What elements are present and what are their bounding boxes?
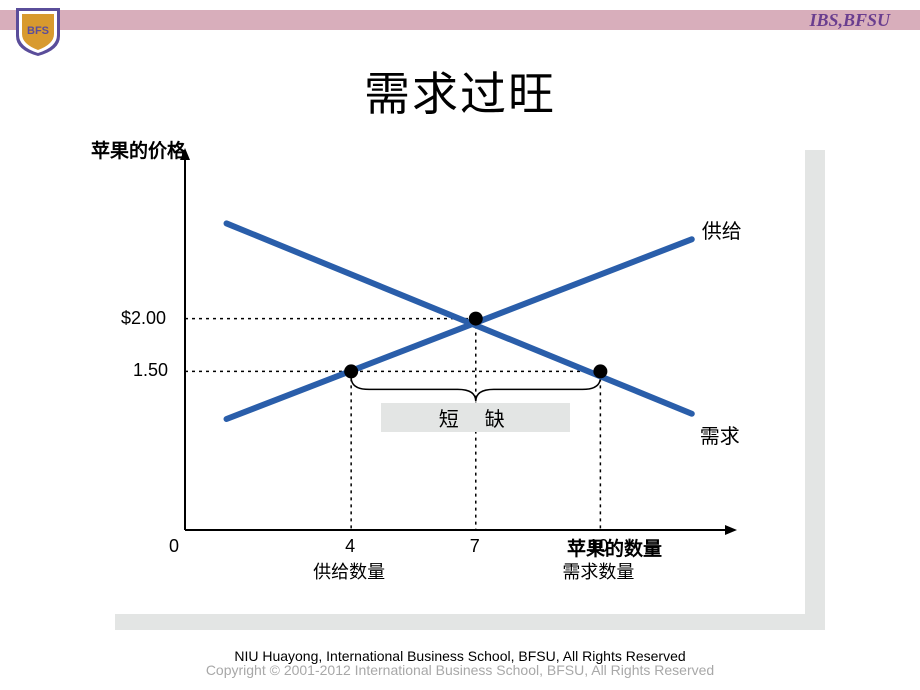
supply-label: 供给 (702, 215, 742, 244)
y-axis-label: 苹果的价格 (91, 136, 186, 163)
y-tick-2: $2.00 (121, 308, 166, 329)
supply-demand-chart (85, 130, 805, 614)
footer-line-2: Copyright © 2001-2012 International Busi… (0, 662, 920, 678)
x-tick-10: 10 (588, 536, 608, 557)
shortage-label: 短缺 (381, 403, 570, 432)
x-tick-7: 7 (470, 536, 480, 557)
svg-text:BFS: BFS (27, 25, 49, 37)
bfsu-logo: BFS (14, 4, 62, 58)
y-tick-1: 1.50 (133, 360, 168, 381)
x-axis-label: 苹果的数量 (567, 534, 662, 561)
top-bar (0, 10, 920, 30)
demand-label: 需求 (700, 420, 740, 449)
chart-area: 苹果的价格 苹果的数量 $2.00 1.50 0 4 7 10 供给 需求 短缺… (85, 130, 805, 614)
qty-demanded-label: 需求数量 (562, 558, 634, 584)
slide-title: 需求过旺 (0, 58, 920, 124)
qty-supplied-label: 供给数量 (313, 558, 385, 584)
header-org: IBS,BFSU (809, 10, 890, 31)
x-tick-4: 4 (345, 536, 355, 557)
x-tick-0: 0 (169, 536, 179, 557)
